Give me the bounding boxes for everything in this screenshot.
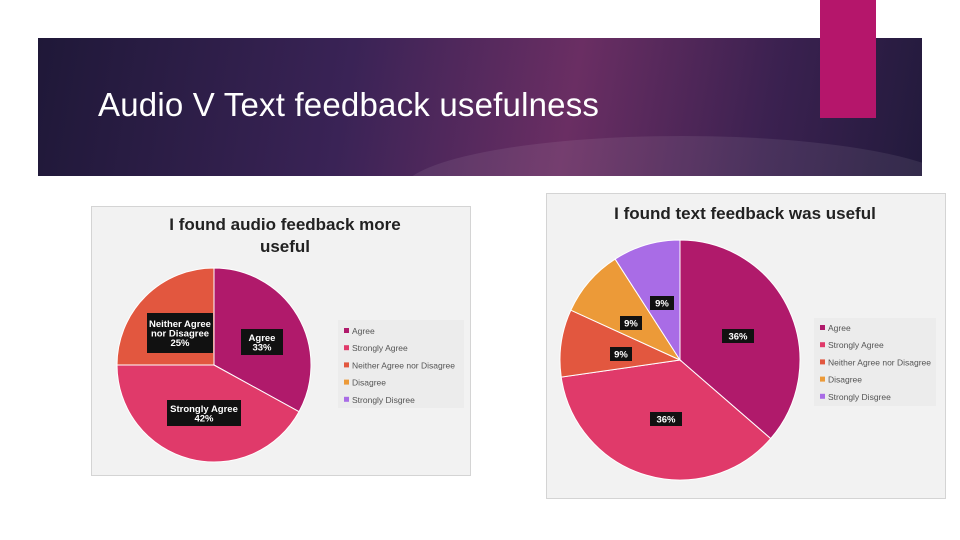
data-label-bg-1-strongly-disgree [650,296,674,310]
data-label-1-neither-agree-nor-disagree: 9% [614,350,628,361]
legend-label-1-agree: Agree [828,323,851,333]
data-label-1-disagree: 9% [624,319,638,330]
legend-swatch-0-agree [344,328,349,333]
legend-label-1-strongly-disgree: Strongly Disgree [828,392,891,402]
data-label-bg-0-agree [241,329,283,355]
data-label-0-agree: Agree 33% [249,333,276,354]
data-label-0-strongly-agree: Strongly Agree 42% [170,404,238,425]
legend-swatch-1-strongly-agree [820,342,825,348]
data-label-bg-1-agree [722,329,754,343]
title-banner [38,38,922,176]
data-label-bg-0-neither-agree-nor-disagree [147,313,213,353]
legend-label-1-disagree: Disagree [828,375,862,385]
legend-label-0-disagree: Disagree [352,378,386,388]
audio-chart-title: I found audio feedback more useful [169,215,401,256]
legend-box-0 [338,320,464,408]
legend-swatch-1-disagree [820,376,825,382]
legend-box-1 [814,318,936,406]
data-label-bg-0-strongly-agree [167,400,241,426]
legend-swatch-0-neither-agree-nor-disagree [344,362,349,368]
legend-swatch-0-strongly-disgree [344,396,349,402]
legend-label-1-strongly-agree: Strongly Agree [828,340,884,350]
pie-slice-1-strongly-disgree [614,239,681,362]
data-label-bg-1-neither-agree-nor-disagree [610,347,632,361]
legend-label-0-neither-agree-nor-disagree: Neither Agree nor Disagree [352,360,455,370]
legend-label-1-neither-agree-nor-disagree: Neither Agree nor Disagree [828,357,931,367]
legend-swatch-1-strongly-disgree [820,393,825,399]
slide-title: Audio V Text feedback usefulness [98,86,600,123]
text-chart-title: I found text feedback was useful [614,204,876,223]
legend-label-0-strongly-agree: Strongly Agree [352,343,408,353]
data-label-1-strongly-disgree: 9% [655,299,669,310]
data-label-bg-1-strongly-agree [650,412,682,426]
legend-swatch-1-agree [820,325,825,330]
legend-swatch-0-strongly-agree [344,345,349,351]
legend-swatch-1-neither-agree-nor-disagree [820,359,825,365]
data-label-1-agree: 36% [728,332,748,343]
legend-label-0-agree: Agree [352,326,375,336]
data-label-bg-1-disagree [620,316,642,330]
legend-swatch-0-disagree [344,379,349,385]
data-label-1-strongly-agree: 36% [656,415,676,426]
legend-label-0-strongly-disgree: Strongly Disgree [352,395,415,405]
accent-bar [820,0,876,118]
data-label-0-neither-agree-nor-disagree: Neither Agree nor Disagree 25% [149,319,211,349]
